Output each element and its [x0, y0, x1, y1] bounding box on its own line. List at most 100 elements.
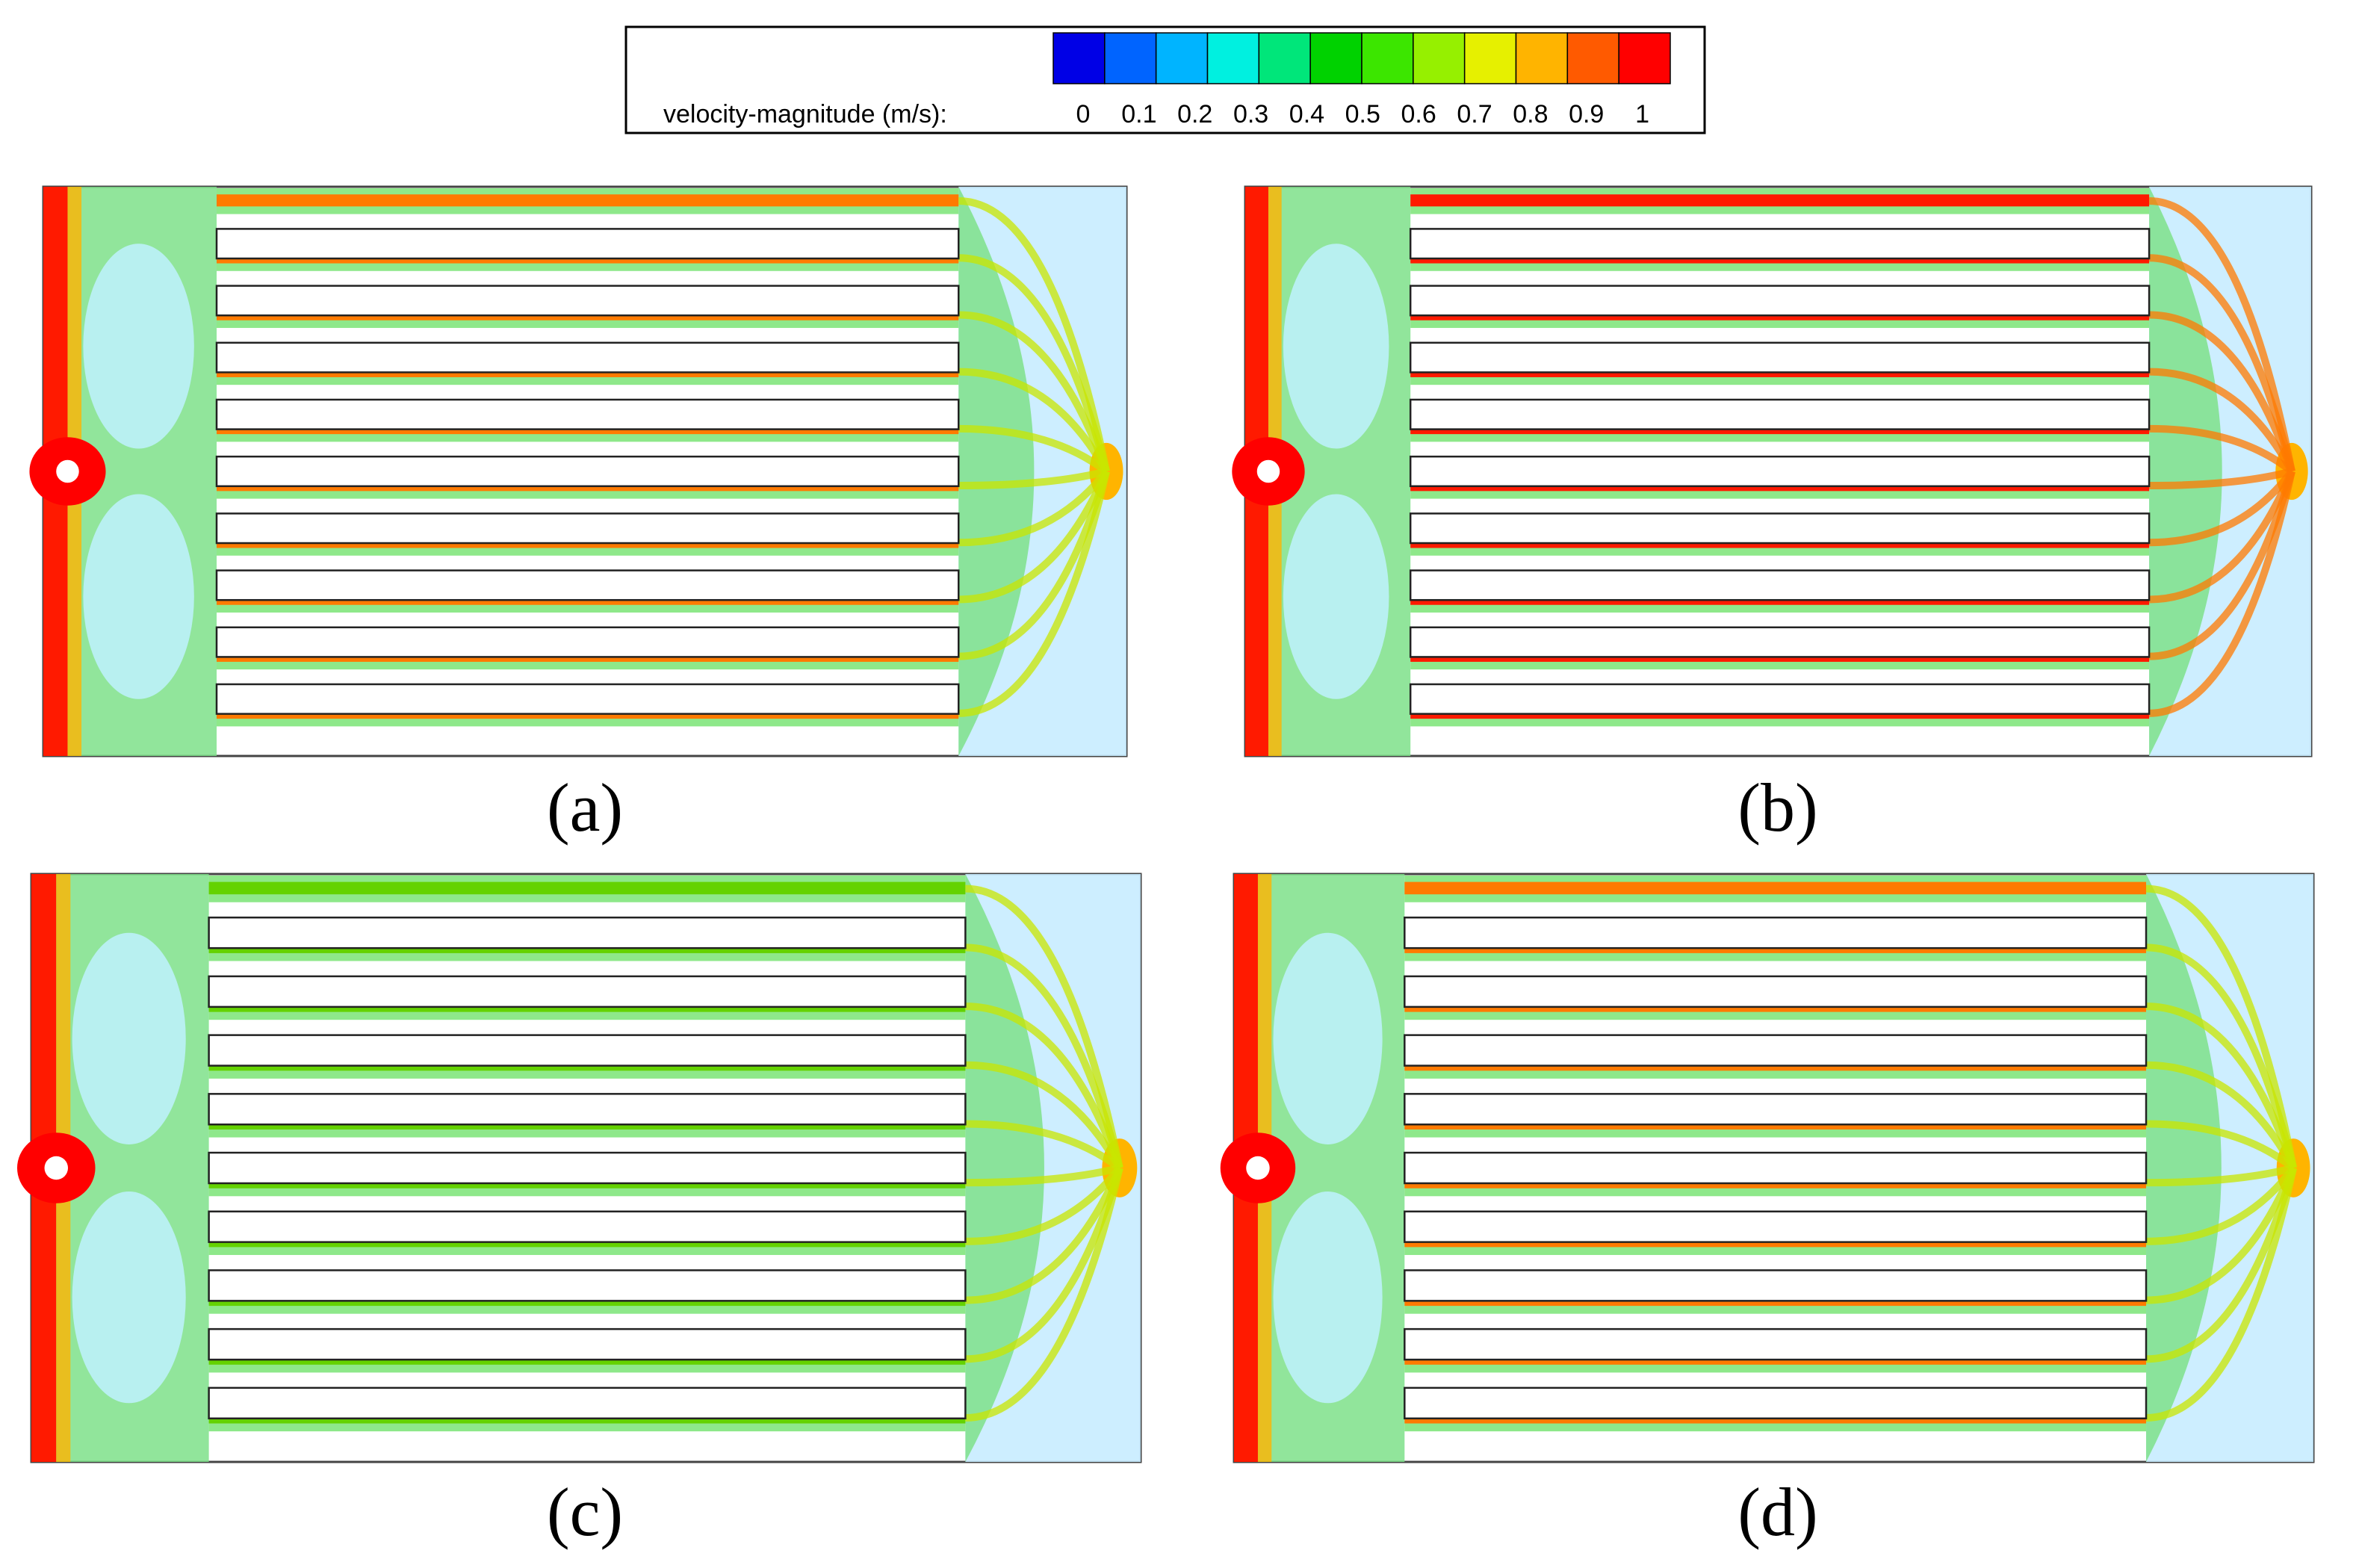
recirculation-zone — [72, 1191, 186, 1404]
channel-rib — [1409, 285, 2151, 317]
panel-label: (b) — [1737, 769, 1817, 846]
channel-rib — [208, 1151, 967, 1185]
legend-tick-label: 0.7 — [1457, 100, 1492, 128]
legend-tick-label: 1 — [1635, 100, 1649, 128]
outlet-streamline — [2146, 1166, 2297, 1304]
channel-rib — [215, 228, 960, 260]
channel-rib — [1404, 1386, 2148, 1420]
panel: (c) — [16, 873, 1142, 1550]
panel: (d) — [1220, 873, 2315, 1550]
outlet-streamline — [965, 1167, 1123, 1363]
outlet-streamline — [2145, 1167, 2298, 1422]
channel-rib — [1404, 1151, 2148, 1185]
channel-rib — [1409, 398, 2151, 430]
outlet-streamline — [958, 470, 1110, 660]
legend-swatch — [1309, 32, 1363, 84]
legend-swatch — [1053, 32, 1106, 84]
channel-rib — [215, 569, 960, 601]
outlet-streamline — [958, 311, 1110, 473]
channel-rib — [208, 1210, 967, 1243]
inlet-point — [56, 459, 79, 483]
outlet-streamline — [2146, 1003, 2297, 1170]
channel-rib — [1409, 455, 2151, 488]
channel-rib — [208, 1093, 967, 1126]
legend-ticks: 0 0.1 0.2 0.3 0.4 0.5 0.6 0.7 0.8 0.9 1 — [1076, 100, 1649, 128]
legend-swatch — [1566, 32, 1619, 84]
channel-rib — [208, 975, 967, 1008]
channel-rib — [215, 683, 960, 715]
legend-tick-label: 0.8 — [1513, 100, 1548, 128]
outlet-streamline — [965, 1166, 1123, 1304]
outlet-streamline — [958, 468, 1108, 490]
outlet-streamline — [2149, 424, 2295, 474]
panel: (a) — [29, 185, 1128, 846]
legend-tick-label: 0.9 — [1569, 100, 1604, 128]
channel-rib — [1404, 916, 2148, 949]
recirculation-zone — [83, 494, 194, 699]
outlet-streamline — [2149, 468, 2295, 547]
channel-rib — [1404, 975, 2148, 1008]
channel-rib — [1409, 626, 2151, 658]
channel-rib — [208, 1034, 967, 1067]
panel-label: (a) — [547, 769, 623, 846]
legend-swatch — [1258, 32, 1311, 84]
outlet-streamline — [2149, 468, 2293, 490]
outlet-streamline — [2146, 1061, 2297, 1170]
outlet-streamline — [2145, 1167, 2297, 1363]
outlet-streamline — [2146, 1120, 2296, 1171]
recirculation-zone — [1283, 244, 1389, 449]
panel-label: (c) — [547, 1474, 623, 1550]
channel-core-flow — [208, 881, 966, 895]
channel-rib — [1409, 228, 2151, 260]
panel: (b) — [1232, 185, 2313, 846]
legend-swatches — [1053, 32, 1671, 84]
channel-rib — [215, 512, 960, 545]
channel-rib — [1409, 683, 2151, 715]
inlet-point — [44, 1156, 69, 1180]
outlet-streamline — [2145, 884, 2298, 1169]
outlet-streamline — [958, 424, 1109, 474]
channel-rib — [215, 626, 960, 658]
legend-swatch — [1155, 32, 1209, 84]
outlet-streamline — [958, 470, 1110, 717]
channel-rib — [1404, 1269, 2148, 1302]
channel-core-flow — [1404, 881, 2147, 895]
channel-core-flow — [1410, 194, 2150, 207]
channel-rib — [1404, 1034, 2148, 1067]
legend-tick-label: 0.5 — [1345, 100, 1380, 128]
colorbar-legend: velocity-magnitude (m/s): 0 0.1 0.2 0.3 0.4 0… — [624, 25, 1706, 134]
outlet-streamline — [2149, 368, 2295, 474]
channel-rib — [1409, 341, 2151, 374]
legend-swatch — [1463, 32, 1517, 84]
outlet-streamline — [965, 1165, 1123, 1245]
recirculation-zone — [72, 932, 186, 1145]
outlet-streamline — [965, 1120, 1122, 1171]
outlet-streamline — [958, 468, 1109, 547]
outlet-streamline — [958, 197, 1110, 473]
outlet-streamline — [958, 368, 1110, 474]
legend-tick-label: 0.2 — [1177, 100, 1212, 128]
legend-tick-label: 0.4 — [1289, 100, 1324, 128]
channel-rib — [208, 1327, 967, 1361]
channel-rib — [1404, 1210, 2148, 1243]
outlet-streamline — [965, 943, 1123, 1169]
legend-swatch — [1618, 32, 1671, 84]
outlet-streamline — [2149, 470, 2295, 717]
legend-tick-label: 0 — [1076, 100, 1091, 128]
channel-rib — [215, 398, 960, 430]
channel-rib — [208, 1269, 967, 1302]
outlet-streamline — [2149, 311, 2295, 473]
legend-tick-label: 0.1 — [1121, 100, 1156, 128]
outlet-streamline — [2146, 1164, 2295, 1187]
outlet-streamline — [2148, 197, 2295, 472]
outlet-streamline — [958, 470, 1110, 604]
outlet-streamline — [965, 884, 1123, 1169]
channel-rib — [215, 455, 960, 488]
panels: (a) (b) (c) (d) — [16, 185, 2315, 1550]
legend-title: velocity-magnitude (m/s): — [663, 100, 947, 128]
channel-rib — [1404, 1327, 2148, 1361]
channel-rib — [1404, 1093, 2148, 1126]
outlet-streamline — [2149, 254, 2295, 473]
channel-core-flow — [217, 194, 959, 207]
